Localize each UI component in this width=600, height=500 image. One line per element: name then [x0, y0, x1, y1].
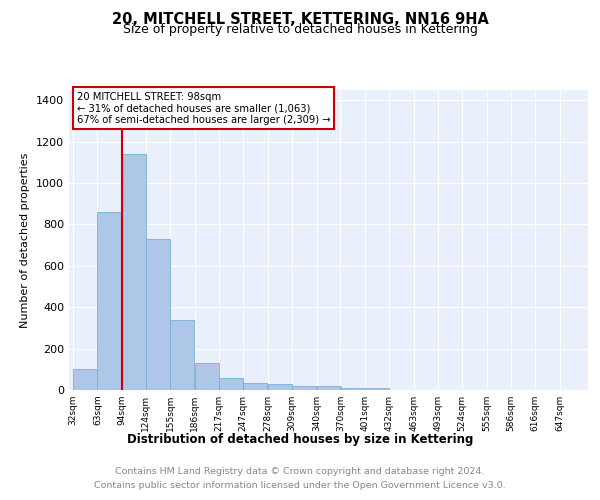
- Bar: [146, 239, 170, 390]
- Bar: [195, 363, 219, 390]
- Bar: [97, 212, 122, 390]
- Text: Contains public sector information licensed under the Open Government Licence v3: Contains public sector information licen…: [94, 481, 506, 490]
- Text: Contains HM Land Registry data © Crown copyright and database right 2024.: Contains HM Land Registry data © Crown c…: [115, 468, 485, 476]
- Y-axis label: Number of detached properties: Number of detached properties: [20, 152, 31, 328]
- Bar: [317, 386, 341, 390]
- Bar: [340, 388, 364, 390]
- Bar: [73, 370, 97, 390]
- Bar: [292, 386, 316, 390]
- Bar: [268, 384, 292, 390]
- Text: 20, MITCHELL STREET, KETTERING, NN16 9HA: 20, MITCHELL STREET, KETTERING, NN16 9HA: [112, 12, 488, 28]
- Text: Size of property relative to detached houses in Kettering: Size of property relative to detached ho…: [122, 22, 478, 36]
- Text: 20 MITCHELL STREET: 98sqm
← 31% of detached houses are smaller (1,063)
67% of se: 20 MITCHELL STREET: 98sqm ← 31% of detac…: [77, 92, 331, 124]
- Bar: [365, 388, 389, 390]
- Bar: [243, 383, 267, 390]
- Bar: [220, 378, 244, 390]
- Bar: [170, 320, 194, 390]
- Text: Distribution of detached houses by size in Kettering: Distribution of detached houses by size …: [127, 432, 473, 446]
- Bar: [122, 154, 146, 390]
